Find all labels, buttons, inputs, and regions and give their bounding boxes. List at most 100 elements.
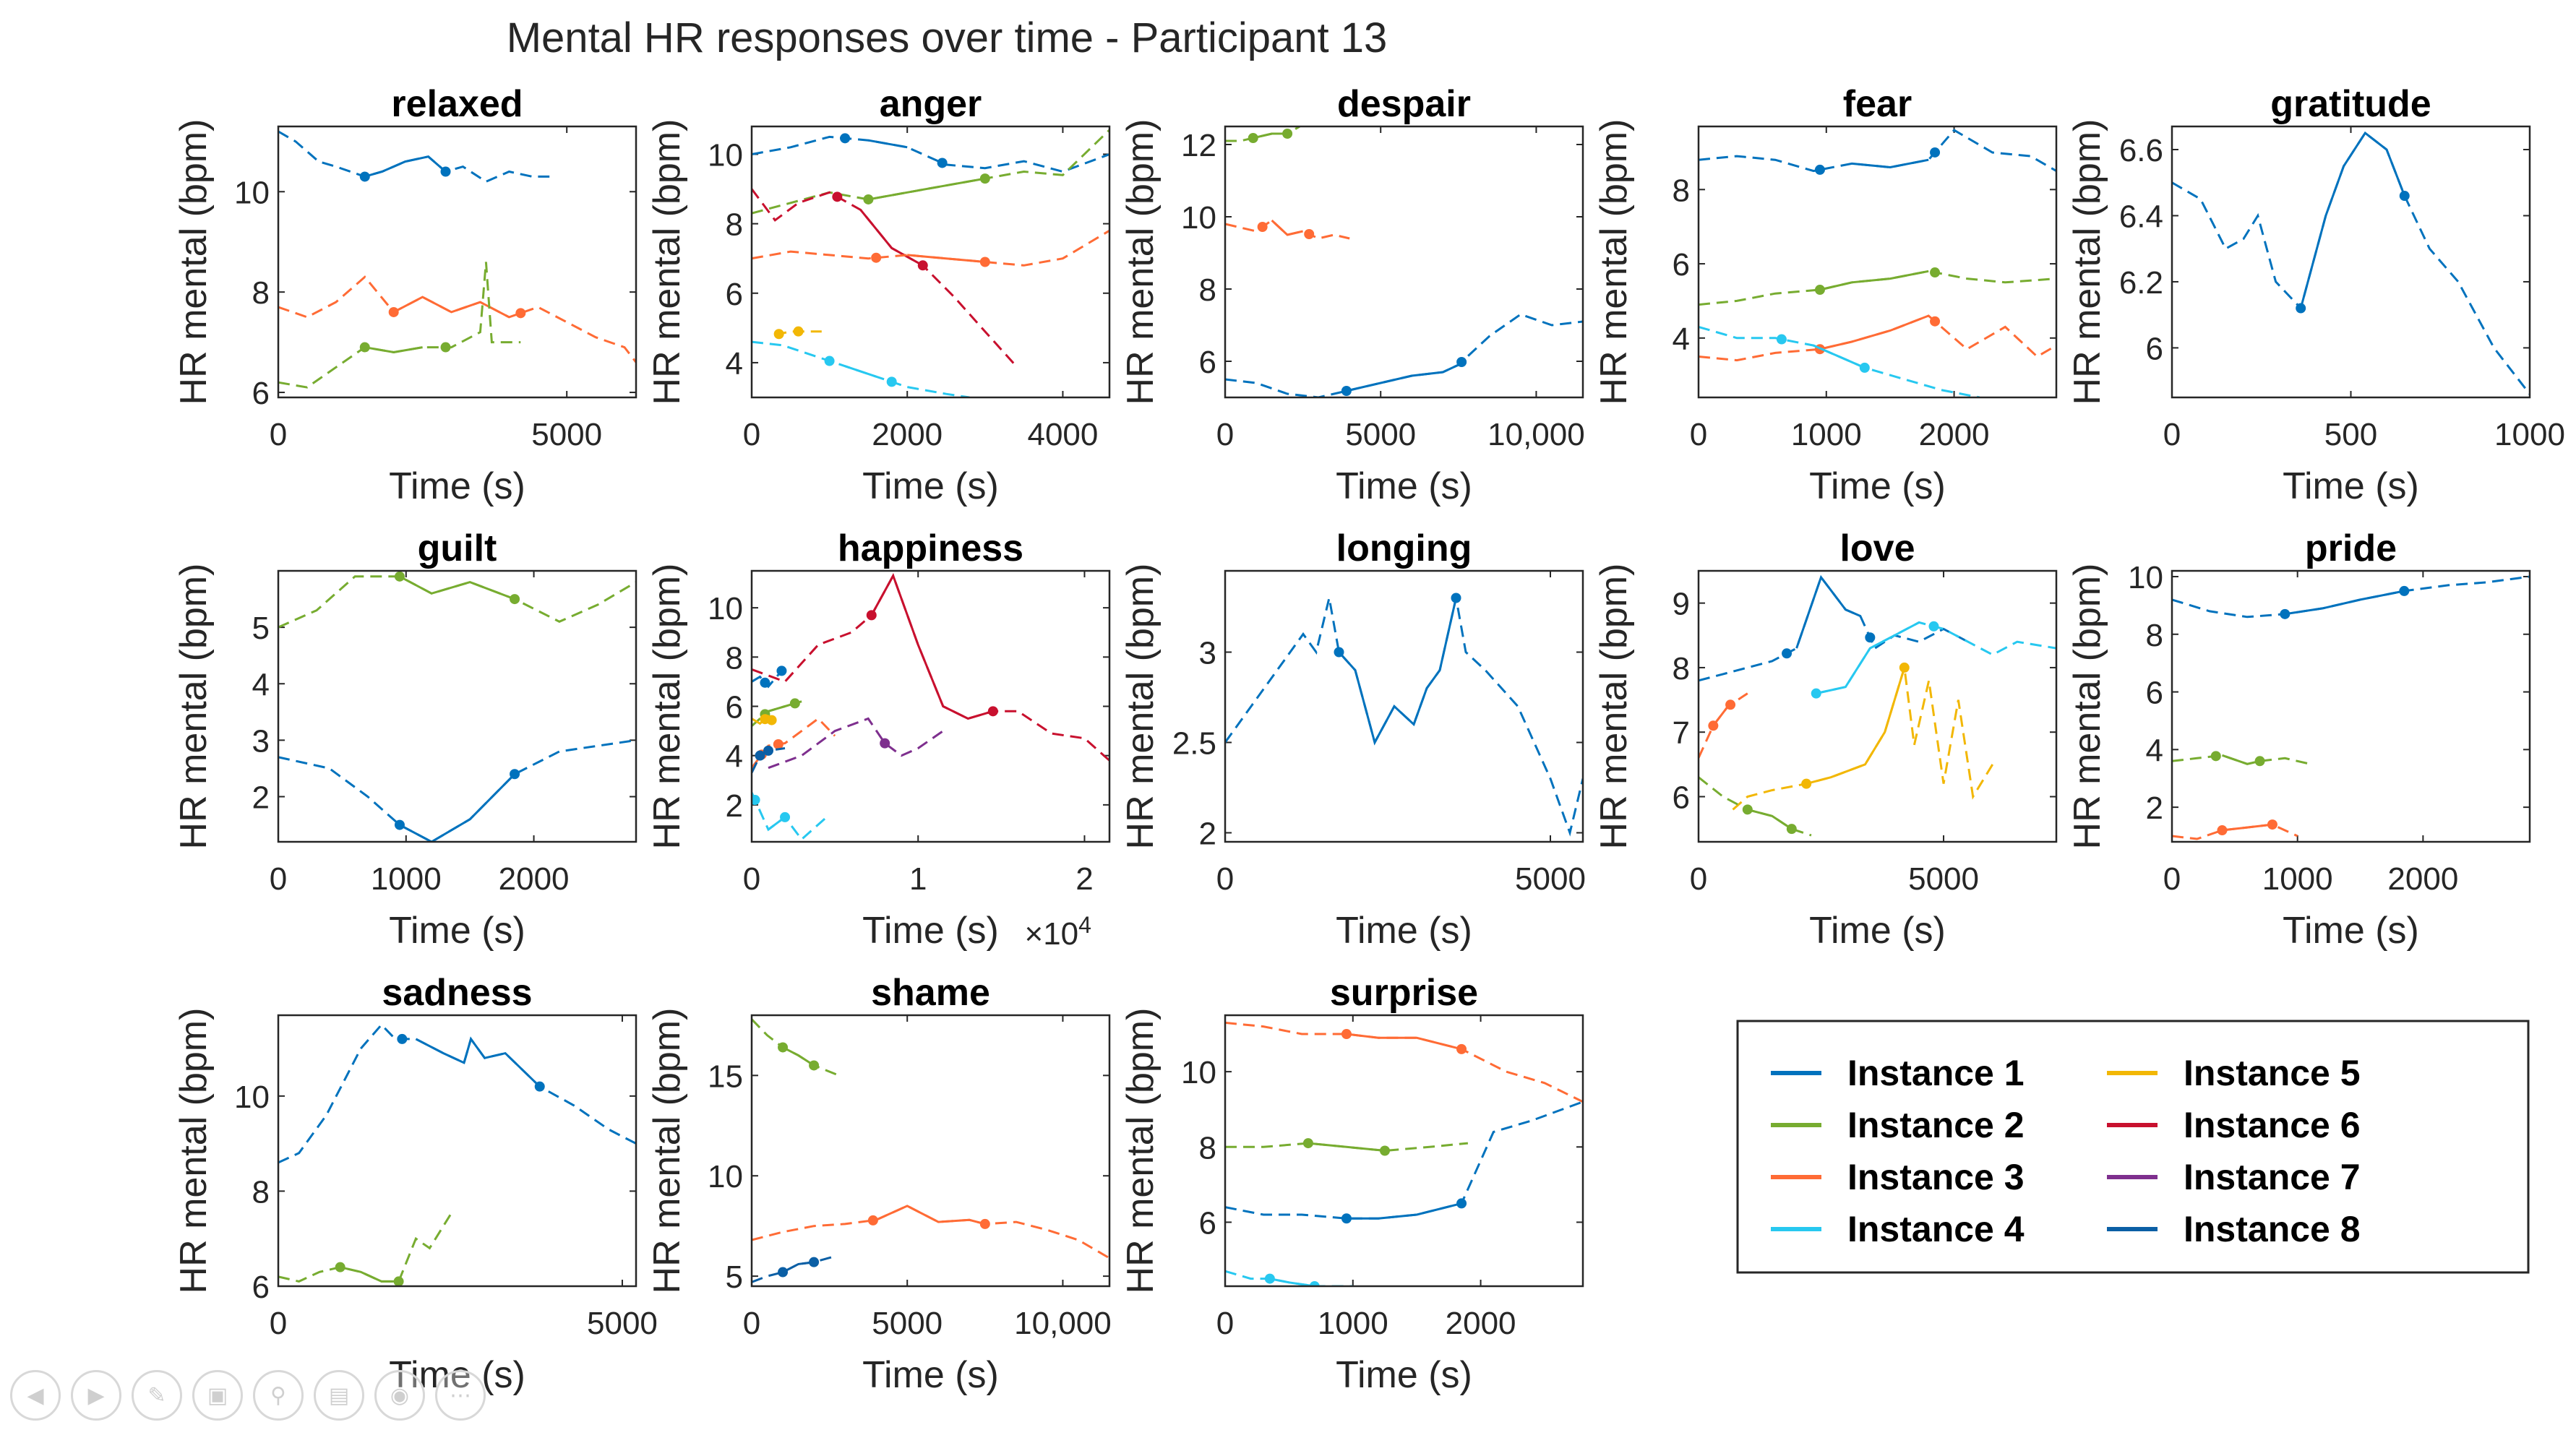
axes-box (750, 1014, 1111, 1288)
y-tick-label: 9 (1673, 587, 1690, 622)
y-axis-label: HR mental (bpm) (1120, 1008, 1162, 1294)
y-tick-label: 10 (708, 591, 743, 626)
series-line-instance-4 (1816, 621, 2056, 695)
series-segment-instance-1 (1346, 1202, 1462, 1220)
series-marker-instance-4 (780, 811, 791, 822)
series-marker-instance-2 (809, 1060, 820, 1071)
y-tick-label: 8 (726, 640, 743, 676)
y-tick-label: 10 (708, 137, 743, 173)
series-marker-instance-1 (1341, 386, 1352, 396)
legend-label-instance-3: Instance 3 (1847, 1157, 2025, 1197)
series-segment-instance-2 (1308, 1142, 1386, 1152)
x-tick-label: 10,000 (1487, 417, 1585, 452)
series-segment-instance-3 (875, 1205, 986, 1226)
series-segment-instance-2 (868, 177, 986, 201)
y-tick-label: 8 (2146, 618, 2163, 653)
camera-icon[interactable]: ◉ (374, 1370, 425, 1421)
y-axis-label: HR mental (bpm) (2066, 119, 2108, 405)
series-marker-instance-4 (1859, 362, 1870, 373)
x-axis-label: Time (s) (1336, 465, 1472, 507)
y-axis-label: HR mental (bpm) (173, 119, 215, 405)
series-marker-instance-1 (1865, 632, 1876, 643)
y-tick-label: 4 (252, 667, 270, 702)
series-marker-instance-6 (832, 191, 843, 202)
series-segment-instance-2 (1255, 132, 1288, 139)
y-tick-label: 6.2 (2119, 265, 2163, 301)
x-axis-multiplier: ×104 (1025, 912, 1091, 952)
legend-label-instance-8: Instance 8 (2184, 1209, 2361, 1249)
zoom-icon[interactable]: ⚲ (253, 1370, 304, 1421)
subtitle-icon[interactable]: ▤ (314, 1370, 364, 1421)
pen-icon[interactable]: ✎ (132, 1370, 182, 1421)
series-segment-instance-5 (1806, 667, 1906, 785)
next-icon[interactable]: ▶ (71, 1370, 121, 1421)
series-line-instance-2 (752, 129, 1109, 215)
series-marker-instance-1 (1341, 1213, 1352, 1224)
y-axis-label: HR mental (bpm) (1593, 119, 1635, 405)
series-marker-instance-1 (440, 166, 451, 177)
legend-label-instance-7: Instance 7 (2184, 1157, 2361, 1197)
axes-box (277, 569, 637, 843)
y-axis-label: HR mental (bpm) (1120, 564, 1162, 850)
y-tick-label: 6.4 (2119, 199, 2163, 234)
y-tick-label: 6 (726, 277, 743, 312)
chart-title: love (1839, 527, 1915, 569)
y-tick-label: 10 (1181, 1055, 1216, 1090)
x-axis-label: Time (s) (389, 465, 525, 507)
x-tick-label: 5000 (531, 417, 602, 452)
series-line-instance-5 (1732, 667, 1994, 811)
series-segment-instance-1 (2285, 590, 2405, 616)
series-marker-instance-6 (917, 260, 928, 271)
series-segment-instance-1 (1795, 574, 1861, 649)
x-axis-label: Time (s) (862, 1354, 999, 1396)
slideshow-toolbar: ◀ ▶ ✎ ▣ ⚲ ▤ ◉ ⋯ (0, 1370, 486, 1421)
x-tick-label: 0 (270, 861, 287, 897)
y-tick-label: 2 (1199, 817, 1216, 852)
series-segment-instance-4 (1816, 621, 1920, 695)
series-marker-instance-2 (1930, 267, 1941, 278)
more-icon[interactable]: ⋯ (435, 1370, 486, 1421)
series-marker-instance-4 (1309, 1281, 1320, 1286)
axes-box (2171, 125, 2531, 399)
plot-area (278, 571, 636, 842)
plot-area (752, 571, 1109, 842)
plot-area (2172, 571, 2530, 842)
series-line-instance-2 (1225, 1142, 1469, 1153)
series-marker-instance-3 (867, 1215, 878, 1226)
series-segment-instance-4 (1813, 344, 1866, 369)
chart-longing: longing 0 5000 2 2.5 3 Time (s) HR mental (bpm) (1120, 527, 1586, 952)
y-axis-label: HR mental (bpm) (2066, 564, 2108, 850)
series-segment-instance-2 (1747, 808, 1793, 830)
series-marker-instance-2 (393, 1276, 404, 1286)
y-axis-label: HR mental (bpm) (646, 119, 688, 405)
series-marker-instance-3 (1725, 699, 1736, 710)
y-tick-label: 4 (726, 739, 743, 775)
x-axis-label: Time (s) (2283, 465, 2419, 507)
y-axis-label: HR mental (bpm) (1120, 119, 1162, 405)
series-segment-instance-1 (1349, 363, 1459, 392)
y-tick-label: 6 (1199, 1205, 1216, 1241)
series-marker-instance-8 (809, 1257, 820, 1267)
y-tick-label: 5 (726, 1259, 743, 1295)
series-marker-instance-3 (388, 306, 399, 317)
y-tick-label: 8 (1199, 1130, 1216, 1166)
chart-despair: despair 0 5000 10,000 6 8 10 12 Time (s) HR menta… (1120, 83, 1585, 507)
series-marker-instance-2 (1302, 1138, 1313, 1149)
legend-label-instance-6: Instance 6 (2184, 1105, 2361, 1145)
plot-area (2172, 126, 2530, 397)
series-marker-instance-3 (1341, 1029, 1352, 1040)
series-marker-instance-1 (1334, 647, 1344, 658)
prev-icon[interactable]: ◀ (10, 1370, 61, 1421)
slides-icon[interactable]: ▣ (192, 1370, 243, 1421)
x-tick-label: 4000 (1027, 417, 1098, 452)
chart-shame: shame 0 5000 10,000 5 10 15 Time (s) HR mental (… (646, 972, 1112, 1396)
x-tick-label: 1000 (2494, 417, 2565, 452)
axes-box (750, 569, 1111, 843)
series-segment-instance-1 (399, 773, 516, 842)
chart-gratitude: gratitude 0 500 1000 6 6.2 6.4 6.6 Time (s) HR me… (2066, 83, 2565, 507)
y-tick-label: 12 (1181, 128, 1216, 163)
series-marker-instance-3 (871, 252, 882, 263)
y-tick-label: 8 (1199, 272, 1216, 308)
series-marker-instance-1 (1456, 357, 1467, 367)
